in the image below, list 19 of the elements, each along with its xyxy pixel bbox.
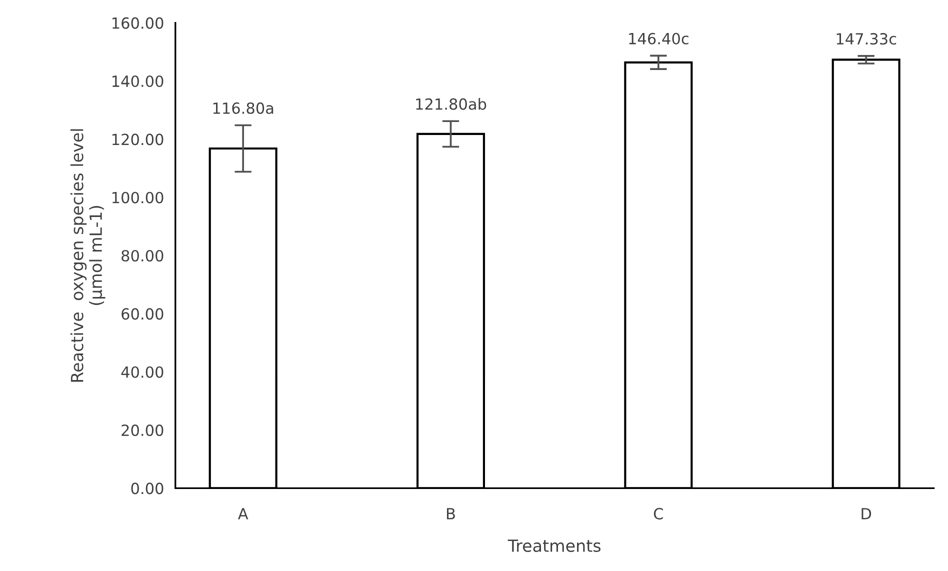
y-tick-label: 0.00 [131,482,164,494]
x-tick-label: B [447,508,455,520]
y-tick-label: 160.00 [112,17,164,29]
y-tick-label: 120.00 [112,134,164,146]
data-label: 121.80ab [416,98,486,110]
x-tick-label: D [862,508,872,520]
y-tick-label: 20.00 [122,424,164,436]
x-tick-label: A [238,508,248,520]
x-tick-label: C [654,508,663,520]
data-label: 147.33c [836,33,896,45]
data-label: 116.80a [213,102,274,114]
y-tick-label: 80.00 [122,250,164,262]
y-axis-title: Reactive oxygen species level (μmol mL-1) [70,129,106,382]
y-tick-label: 40.00 [121,366,164,378]
y-tick-label: 100.00 [112,192,164,204]
y-tick-label: 140.00 [112,75,164,88]
data-label: 146.40c [629,32,688,44]
x-axis-title: Treatments [508,540,601,552]
y-tick-label: 60.00 [122,308,164,320]
